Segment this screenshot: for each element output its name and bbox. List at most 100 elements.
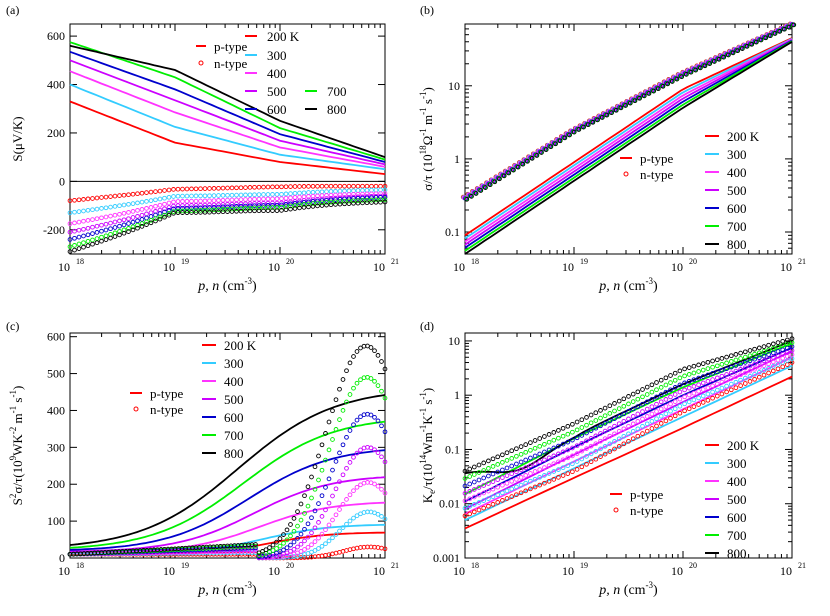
ntype-points-300 xyxy=(382,516,388,522)
ntype-points-800 xyxy=(721,54,727,60)
ntype-points-600 xyxy=(171,206,176,212)
ntype-points-400 xyxy=(630,421,636,427)
ntype-points-800 xyxy=(546,432,552,437)
ntype-points-300 xyxy=(76,209,82,214)
ntype-points-600 xyxy=(677,382,683,388)
ntype-points-800 xyxy=(604,112,610,118)
ntype-points-200 xyxy=(108,194,113,199)
ntype-points-500 xyxy=(312,525,318,531)
ntype-points-700 xyxy=(351,198,356,204)
ntype-points-200 xyxy=(360,183,365,189)
ntype-points-800 xyxy=(500,452,505,458)
ntype-points-500 xyxy=(626,416,631,422)
ntype-points-300 xyxy=(672,406,678,412)
ntype-points-600 xyxy=(310,199,316,204)
ntype-points-600 xyxy=(243,203,248,209)
ntype-points-800 xyxy=(520,161,526,167)
ntype-points-300 xyxy=(121,202,127,208)
ntype-points-300 xyxy=(153,197,158,203)
ntype-points-500 xyxy=(476,485,482,490)
ntype-points-700 xyxy=(333,199,338,205)
ntype-points-400 xyxy=(340,501,346,507)
ntype-points-300 xyxy=(375,511,381,517)
x-axis-label: p, n (cm-3) xyxy=(598,276,658,294)
ntype-points-500 xyxy=(326,500,332,506)
ntype-points-500 xyxy=(714,375,720,381)
ntype-points-300 xyxy=(471,502,477,507)
ntype-points-200 xyxy=(719,391,725,397)
ntype-points-300 xyxy=(518,482,524,488)
ntype-points-400 xyxy=(225,197,230,203)
ntype-points-800 xyxy=(539,150,544,155)
ntype-points-600 xyxy=(770,350,776,356)
ntype-points-300 xyxy=(700,393,706,399)
ntype-points-500 xyxy=(546,455,552,461)
ntype-points-500 xyxy=(347,460,353,465)
ntype-points-800 xyxy=(337,201,343,207)
ntype-points-300 xyxy=(570,461,575,467)
legend-label-400: 400 xyxy=(727,165,747,180)
panel-b: 10 18 10 19 10 20 10 21 0.1 1 10 p, n (cm-3) (b) σ/τ … xyxy=(418,3,806,294)
ntype-points-700 xyxy=(189,208,194,214)
ntype-points-500 xyxy=(344,465,349,471)
legend-label-300: 300 xyxy=(224,356,244,371)
ntype-points-800 xyxy=(786,24,792,30)
ptype-curve-600 xyxy=(69,50,386,163)
ntype-points-200 xyxy=(166,187,172,193)
ntype-points-600 xyxy=(584,430,589,436)
ntype-points-600 xyxy=(756,355,762,361)
x-tick-label: 10 xyxy=(58,564,70,578)
ntype-points-700 xyxy=(382,395,388,401)
legend-label-200: 200 K xyxy=(224,338,257,353)
ntype-points-400 xyxy=(108,213,113,219)
ntype-points-800 xyxy=(688,69,694,75)
ntype-points-700 xyxy=(121,227,127,233)
ntype-points-700 xyxy=(130,224,136,230)
ntype-points-800 xyxy=(288,522,293,527)
ntype-points-200 xyxy=(346,183,352,189)
ntype-points-800 xyxy=(316,453,321,459)
ntype-points-500 xyxy=(252,201,257,206)
ntype-points-400 xyxy=(354,484,360,490)
ntype-points-800 xyxy=(189,210,194,215)
ntype-points-700 xyxy=(714,363,720,369)
ntype-points-800 xyxy=(476,462,482,468)
ntype-points-800 xyxy=(674,76,680,82)
ntype-points-600 xyxy=(283,202,289,207)
ntype-points-800 xyxy=(534,153,540,158)
ntype-points-600 xyxy=(738,361,743,367)
ntype-points-500 xyxy=(523,465,529,471)
ntype-points-800 xyxy=(103,237,109,242)
ntype-points-800 xyxy=(668,373,673,378)
ntype-points-300 xyxy=(644,421,650,427)
ntype-points-300 xyxy=(719,385,725,391)
ntype-points-800 xyxy=(464,196,470,202)
ntype-points-800 xyxy=(486,458,491,464)
ntype-points-200 xyxy=(728,387,734,393)
ntype-points-700 xyxy=(462,476,468,481)
ntype-points-700 xyxy=(364,197,370,203)
ntype-points-500 xyxy=(67,229,73,235)
ntype-points-600 xyxy=(500,467,505,473)
ntype-points-800 xyxy=(626,394,631,399)
ntype-points-400 xyxy=(621,426,627,432)
legend-label-600: 600 xyxy=(727,510,747,525)
ntype-points-300 xyxy=(640,423,645,429)
legend-ntype-marker xyxy=(198,60,204,66)
ntype-points-700 xyxy=(379,388,384,394)
ntype-points-700 xyxy=(514,453,519,459)
y-tick-label: 400 xyxy=(47,78,65,92)
ntype-points-300 xyxy=(770,364,776,369)
ntype-points-200 xyxy=(180,186,185,192)
ntype-points-800 xyxy=(328,202,334,208)
ntype-points-300 xyxy=(265,192,271,197)
ntype-points-800 xyxy=(613,107,619,113)
ntype-points-300 xyxy=(696,395,701,401)
x-tick-exponent: 19 xyxy=(181,561,189,570)
ntype-points-200 xyxy=(319,183,325,189)
plot-frame xyxy=(464,23,793,255)
ntype-points-700 xyxy=(270,205,275,210)
ntype-points-800 xyxy=(277,536,283,541)
ntype-points-300 xyxy=(112,204,118,209)
